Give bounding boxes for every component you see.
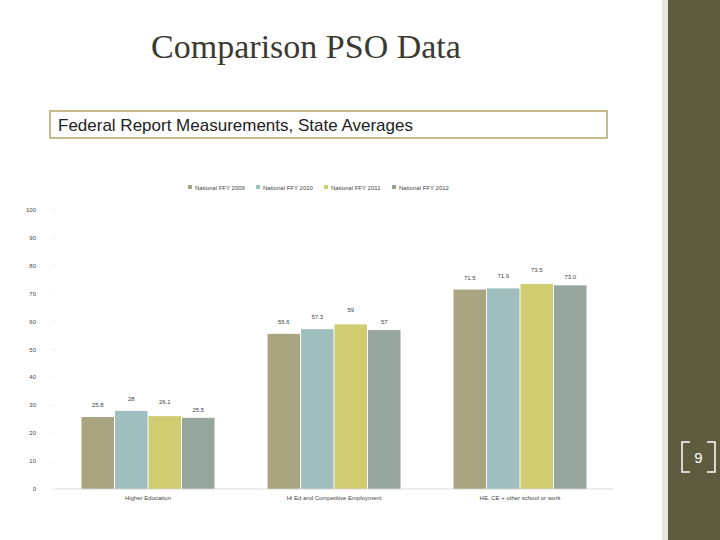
y-tick <box>52 405 55 406</box>
bars <box>82 284 587 489</box>
y-tick <box>52 293 55 294</box>
page-bracket <box>682 442 690 472</box>
chart-title: Federal Report Measurements, State Avera… <box>58 116 413 135</box>
data-label: 25.5 <box>192 407 204 413</box>
bar <box>82 417 115 489</box>
y-tick-label: 20 <box>29 430 36 436</box>
bar <box>182 418 215 489</box>
bar <box>335 324 368 489</box>
x-tick-label: Higher Education <box>125 495 171 501</box>
data-label: 57.3 <box>311 314 323 320</box>
y-tick-label: 30 <box>29 402 36 408</box>
data-label: 57 <box>381 319 388 325</box>
y-tick-label: 100 <box>26 207 37 213</box>
bar <box>554 285 587 489</box>
title-box <box>50 111 607 138</box>
data-label: 55.6 <box>278 319 290 325</box>
data-label: 25.8 <box>92 402 104 408</box>
legend-swatch <box>392 185 396 189</box>
bar <box>301 329 334 489</box>
y-tick <box>52 237 55 238</box>
y-tick <box>52 265 55 266</box>
y-tick <box>52 210 55 211</box>
data-label: 26.1 <box>159 399 171 405</box>
legend-swatch <box>324 185 328 189</box>
slide: 9 Comparison PSO Data Federal Report Measu… <box>0 0 720 540</box>
legend-swatch <box>256 185 260 189</box>
bar <box>115 411 148 489</box>
y-tick-label: 50 <box>29 347 36 353</box>
data-label: 71.9 <box>497 273 509 279</box>
legend-label: National FFY 2010 <box>263 185 314 191</box>
data-label: 28 <box>128 396 135 402</box>
side-strip <box>668 0 720 540</box>
bar <box>149 416 182 489</box>
y-tick-label: 80 <box>29 263 36 269</box>
legend-label: National FFY 2011 <box>331 185 381 191</box>
data-label: 73.5 <box>531 267 543 273</box>
data-label: 73.0 <box>564 274 576 280</box>
y-tick <box>52 377 55 378</box>
bar <box>268 334 301 489</box>
y-tick <box>52 433 55 434</box>
x-tick-label: Hi Ed and Competitive Employment <box>287 495 382 501</box>
y-tick <box>52 321 55 322</box>
y-tick-label: 60 <box>29 319 36 325</box>
bar <box>368 330 401 489</box>
bar <box>521 284 554 489</box>
legend-swatch <box>188 185 192 189</box>
data-labels: 25.8 28 26.1 25.5 55.6 57.3 59 57 71.5 71.9 73.5 73… <box>92 267 577 413</box>
page-number: 9 <box>694 449 702 466</box>
legend-label: National FFY 2012 <box>399 185 450 191</box>
y-tick <box>52 461 55 462</box>
y-tick-label: 70 <box>29 291 36 297</box>
y-tick <box>52 349 55 350</box>
data-label: 71.5 <box>464 275 476 281</box>
y-tick-label: 90 <box>29 235 36 241</box>
legend-label: National FFY 2009 <box>195 185 246 191</box>
side-stripe <box>662 0 668 540</box>
y-tick-label: 0 <box>33 486 37 492</box>
y-tick-label: 40 <box>29 374 36 380</box>
y-tick-label: 10 <box>29 458 36 464</box>
x-tick-label: HE, CE + other school or work <box>480 495 562 501</box>
slide-title: Comparison PSO Data <box>151 28 461 65</box>
bar <box>487 288 520 489</box>
data-label: 59 <box>347 307 354 313</box>
bar <box>454 290 487 489</box>
y-tick <box>52 489 55 490</box>
page-bracket <box>707 442 715 472</box>
x-axis <box>55 489 613 490</box>
